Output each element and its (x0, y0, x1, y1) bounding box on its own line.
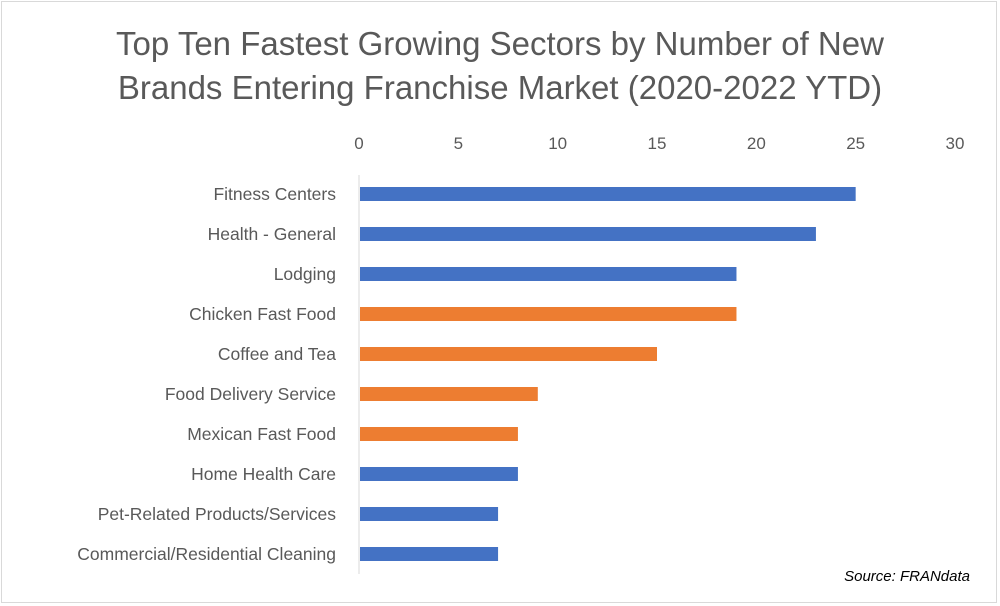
source-note: Source: FRANdata (844, 568, 970, 585)
category-label: Pet-Related Products/Services (98, 504, 337, 524)
category-label: Home Health Care (191, 464, 336, 484)
x-tick-label: 0 (354, 134, 363, 153)
category-label: Food Delivery Service (165, 384, 336, 404)
bar (360, 507, 499, 521)
x-tick-label: 10 (548, 134, 567, 153)
bar (360, 187, 856, 201)
category-label: Health - General (208, 224, 336, 244)
bar (360, 267, 737, 281)
category-label: Chicken Fast Food (189, 304, 336, 324)
bar (360, 467, 518, 481)
bar (360, 427, 518, 441)
chart-title-line-1: Top Ten Fastest Growing Sectors by Numbe… (116, 25, 884, 62)
category-label: Coffee and Tea (218, 344, 336, 364)
bar (360, 347, 657, 361)
chart-title: Top Ten Fastest Growing Sectors by Numbe… (0, 22, 1000, 110)
category-label: Commercial/Residential Cleaning (77, 544, 336, 564)
bar (360, 227, 816, 241)
chart-title-line-2: Brands Entering Franchise Market (2020-2… (117, 69, 883, 106)
x-tick-label: 15 (648, 134, 667, 153)
bar (360, 387, 538, 401)
x-tick-label: 20 (747, 134, 766, 153)
category-label: Lodging (274, 264, 336, 284)
bar (360, 547, 499, 561)
category-label: Mexican Fast Food (187, 424, 336, 444)
category-label: Fitness Centers (213, 184, 336, 204)
x-tick-label: 25 (846, 134, 865, 153)
x-tick-label: 30 (946, 134, 965, 153)
x-tick-label: 5 (454, 134, 463, 153)
bar (360, 307, 737, 321)
